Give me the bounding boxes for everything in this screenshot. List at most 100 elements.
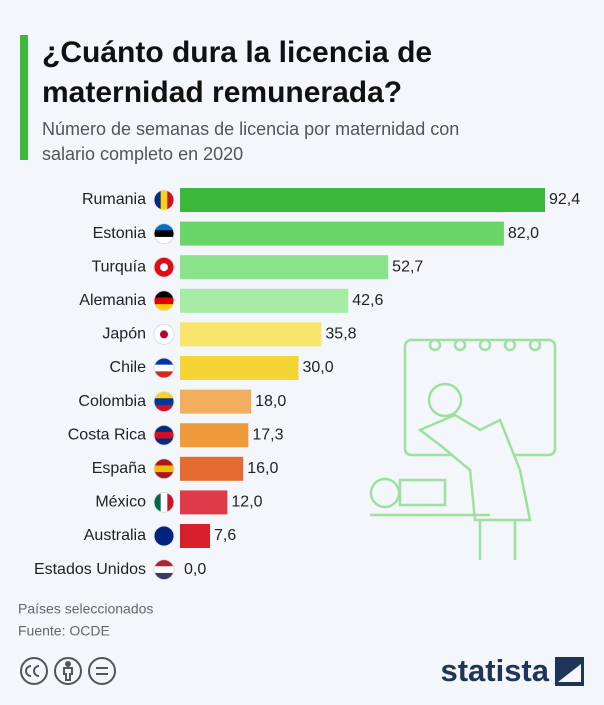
bar (180, 255, 389, 280)
flag-border (153, 290, 175, 312)
flag-stripe (154, 270, 174, 278)
flag (154, 492, 174, 513)
flag (154, 425, 174, 446)
flag (154, 324, 174, 345)
flag (154, 559, 174, 580)
flag (154, 290, 174, 311)
flag-stripe (154, 371, 174, 378)
category-label: Estonia (93, 225, 146, 242)
flag-stripe (154, 566, 174, 574)
category-label: Colombia (78, 393, 146, 410)
flag-stripe (154, 458, 174, 466)
value-label: 42,6 (352, 292, 383, 309)
bar (180, 288, 349, 313)
flag-stripe (154, 364, 174, 372)
note: Países seleccionados (18, 601, 153, 617)
flag-stripe (154, 290, 174, 298)
flag-stripe (154, 223, 174, 231)
category-label: Alemania (79, 292, 146, 309)
flag-border (153, 491, 175, 513)
logo: statista (440, 653, 549, 688)
flag-stripe (154, 465, 174, 473)
flag-border (153, 559, 175, 581)
flag-stripe (154, 438, 174, 446)
flag-emblem (160, 263, 168, 272)
bar (180, 221, 504, 246)
value-label: 17,3 (252, 426, 283, 443)
accent-bar (20, 35, 28, 160)
flag-border (153, 525, 175, 547)
flag (154, 391, 174, 412)
bar (180, 188, 545, 212)
flag-stripe (154, 431, 174, 440)
category-label: Rumania (82, 191, 146, 208)
bar (180, 389, 252, 414)
flag-stripe (154, 526, 174, 534)
bar (180, 423, 249, 448)
flag-stripe (154, 559, 174, 567)
value-label: 16,0 (247, 460, 278, 477)
flag-stripe (154, 230, 174, 238)
flag-border (153, 223, 175, 245)
flag-border (153, 256, 175, 278)
value-label: 30,0 (303, 359, 334, 376)
logo-icon (555, 657, 584, 686)
flag-border (153, 391, 175, 413)
flag-emblem (160, 330, 168, 339)
category-label: Turquía (91, 258, 146, 275)
flag (154, 458, 174, 479)
category-label: Costa Rica (68, 426, 146, 443)
flag-stripe (154, 304, 174, 311)
flag-stripe (154, 398, 174, 406)
category-label: Japón (102, 326, 146, 343)
bar (180, 356, 299, 380)
flag-stripe (154, 257, 174, 265)
license-icons (20, 657, 116, 685)
flag-stripe (154, 572, 174, 580)
illustration (369, 338, 557, 560)
flag-stripe (154, 358, 174, 366)
flag (154, 190, 174, 210)
flag-stripe (160, 190, 168, 210)
bar (180, 322, 322, 347)
value-label: 7,6 (214, 527, 236, 544)
category-label: Chile (110, 359, 147, 376)
flag-stripe (160, 492, 168, 513)
flag-stripe (154, 492, 162, 513)
bar (180, 456, 244, 481)
value-label: 82,0 (508, 225, 539, 242)
bar (180, 524, 211, 548)
flag (154, 358, 174, 378)
flag (154, 223, 174, 244)
chart-title: ¿Cuánto dura la licencia de maternidad r… (42, 36, 433, 109)
flag-border (153, 357, 175, 379)
flag-stripe (154, 532, 174, 540)
value-label: 35,8 (325, 326, 356, 343)
flag-stripe (154, 297, 174, 305)
flag-border (153, 424, 175, 446)
value-label: 18,0 (255, 393, 286, 410)
value-label: 52,7 (392, 258, 423, 275)
category-label: Australia (84, 527, 146, 544)
source: Fuente: OCDE (18, 623, 110, 639)
chart-subtitle: Número de semanas de licencia por matern… (42, 119, 460, 164)
flag-stripe (154, 236, 174, 244)
flag (154, 257, 174, 278)
flag-stripe (167, 190, 174, 210)
flag-border (153, 189, 175, 211)
flag-stripe (154, 324, 174, 332)
flag-stripe (154, 425, 174, 433)
category-label: España (92, 460, 146, 477)
value-label: 92,4 (549, 191, 580, 208)
flag-stripe (154, 190, 162, 210)
flag-stripe (154, 404, 174, 412)
flag-stripe (154, 337, 174, 345)
flag-stripe (154, 391, 174, 399)
flag-border (153, 458, 175, 480)
bar (180, 490, 228, 515)
value-label: 0,0 (184, 561, 206, 578)
flag-stripe (154, 539, 174, 546)
flag (154, 526, 174, 546)
